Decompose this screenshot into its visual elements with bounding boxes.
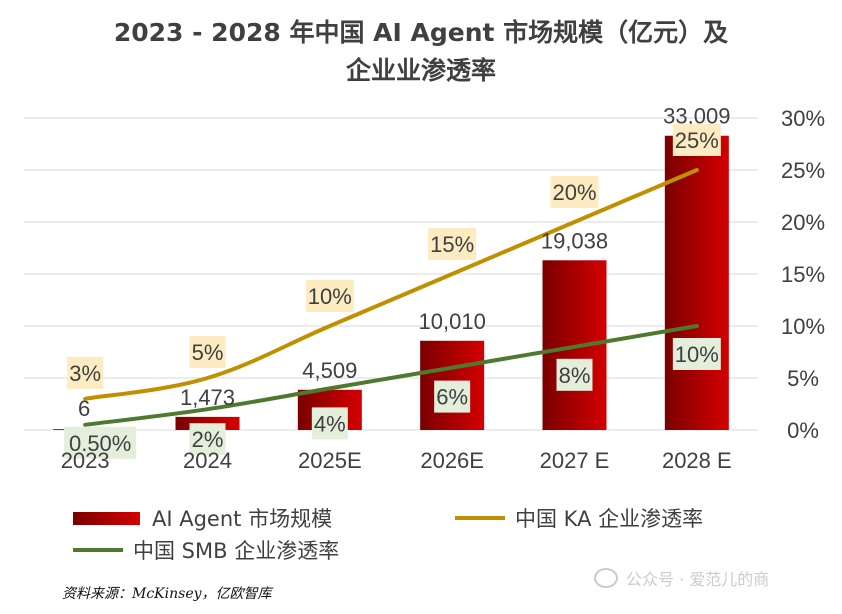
wechat-icon	[594, 568, 618, 588]
smb-label-5: 10%	[672, 338, 721, 370]
ka-penetration-line	[83, 168, 699, 401]
chart-title-line-1: 2023 - 2028 年中国 AI Agent 市场规模（亿元）及	[113, 18, 729, 47]
legend-ka-swatch	[455, 516, 505, 520]
legend-smb-item: 中国 SMB 企业渗透率	[73, 535, 339, 565]
ka-label-0-bg	[67, 356, 104, 389]
y2-tick-label-1: 5%	[787, 366, 819, 391]
smb-label-0: 0.50%	[64, 426, 137, 459]
ka-label-0: 3%	[67, 356, 104, 389]
y2-tick-label-2: 10%	[781, 314, 825, 339]
y2-tick-label-6: 30%	[781, 106, 825, 131]
smb-label-2: 4%	[311, 407, 348, 440]
x-tick-label-2: 2025E	[298, 448, 362, 473]
x-tick-label-5: 2028 E	[662, 448, 732, 473]
watermark-text: 公众号 · 爱范儿的商	[626, 570, 770, 589]
smb-label-2-bg	[311, 407, 348, 440]
smb-label-2-text: 4%	[314, 411, 346, 436]
x-tick-label-4: 2027 E	[540, 448, 610, 473]
smb-label-1: 2%	[189, 423, 226, 456]
smb-label-3: 6%	[434, 380, 471, 413]
ka-label-0-text: 3%	[69, 361, 101, 386]
ka-label-1-text: 5%	[192, 340, 224, 365]
smb-label-4-bg	[556, 358, 593, 391]
smb-label-1-bg	[189, 423, 226, 456]
legend-bar-item: AI Agent 市场规模	[73, 503, 332, 533]
legend-ka-item: 中国 KA 企业渗透率	[455, 503, 703, 533]
legend-bar-swatch	[73, 511, 140, 525]
smb-label-5-bg	[672, 338, 721, 370]
smb-label-4-text: 8%	[559, 363, 591, 388]
ka-label-4-bg	[550, 176, 599, 208]
bar-value-label-3: 10,010	[419, 309, 486, 334]
ka-label-5: 25%	[672, 124, 721, 156]
ka-label-3-bg	[428, 228, 477, 260]
smb-penetration-line	[83, 324, 699, 427]
legend-bar-label: AI Agent 市场规模	[152, 507, 333, 531]
bar-value-label-1: 1,473	[180, 385, 235, 410]
chart-title-line-2: 企业业渗透率	[345, 56, 496, 85]
x-tick-label-0: 2023	[61, 448, 110, 473]
legend-smb-swatch	[73, 548, 123, 552]
bar-value-label-4: 19,038	[541, 228, 608, 253]
smb-label-4: 8%	[556, 358, 593, 391]
smb-label-0-text: 0.50%	[69, 431, 131, 456]
legend-ka-label: 中国 KA 企业渗透率	[515, 507, 704, 531]
smb-label-5-text: 10%	[675, 342, 719, 367]
ka-label-5-bg	[672, 124, 721, 156]
smb-label-3-bg	[434, 380, 471, 413]
y2-tick-label-4: 20%	[781, 210, 825, 235]
source-note: 资料来源：McKinsey，亿欧智库	[62, 586, 272, 602]
chart-title: 2023 - 2028 年中国 AI Agent 市场规模（亿元）及 企业业渗透…	[0, 14, 842, 90]
smb-label-0-bg	[64, 426, 137, 459]
y2-tick-label-0: 0%	[787, 418, 819, 443]
ka-label-4-text: 20%	[552, 180, 596, 205]
ka-label-2: 10%	[305, 280, 354, 312]
ka-label-3-text: 15%	[430, 232, 474, 257]
ka-label-2-text: 10%	[308, 284, 352, 309]
ka-label-1: 5%	[189, 336, 226, 368]
watermark: 公众号 · 爱范儿的商	[594, 566, 769, 590]
y2-tick-label-3: 15%	[781, 262, 825, 287]
bar-value-label-2: 4,509	[302, 358, 357, 383]
bar-5	[664, 135, 729, 430]
ka-label-2-bg	[305, 280, 354, 312]
smb-label-1-text: 2%	[192, 427, 224, 452]
ka-label-3: 15%	[428, 228, 477, 260]
ka-label-5-text: 25%	[675, 128, 719, 153]
ka-label-1-bg	[189, 336, 226, 368]
legend-smb-label: 中国 SMB 企业渗透率	[133, 539, 340, 563]
x-tick-label-1: 2024	[183, 448, 232, 473]
y2-tick-label-5: 25%	[781, 158, 825, 183]
bar-value-label-0: 6	[78, 396, 90, 421]
smb-label-3-text: 6%	[436, 385, 468, 410]
x-tick-label-3: 2026E	[420, 448, 484, 473]
ka-label-4: 20%	[550, 176, 599, 208]
